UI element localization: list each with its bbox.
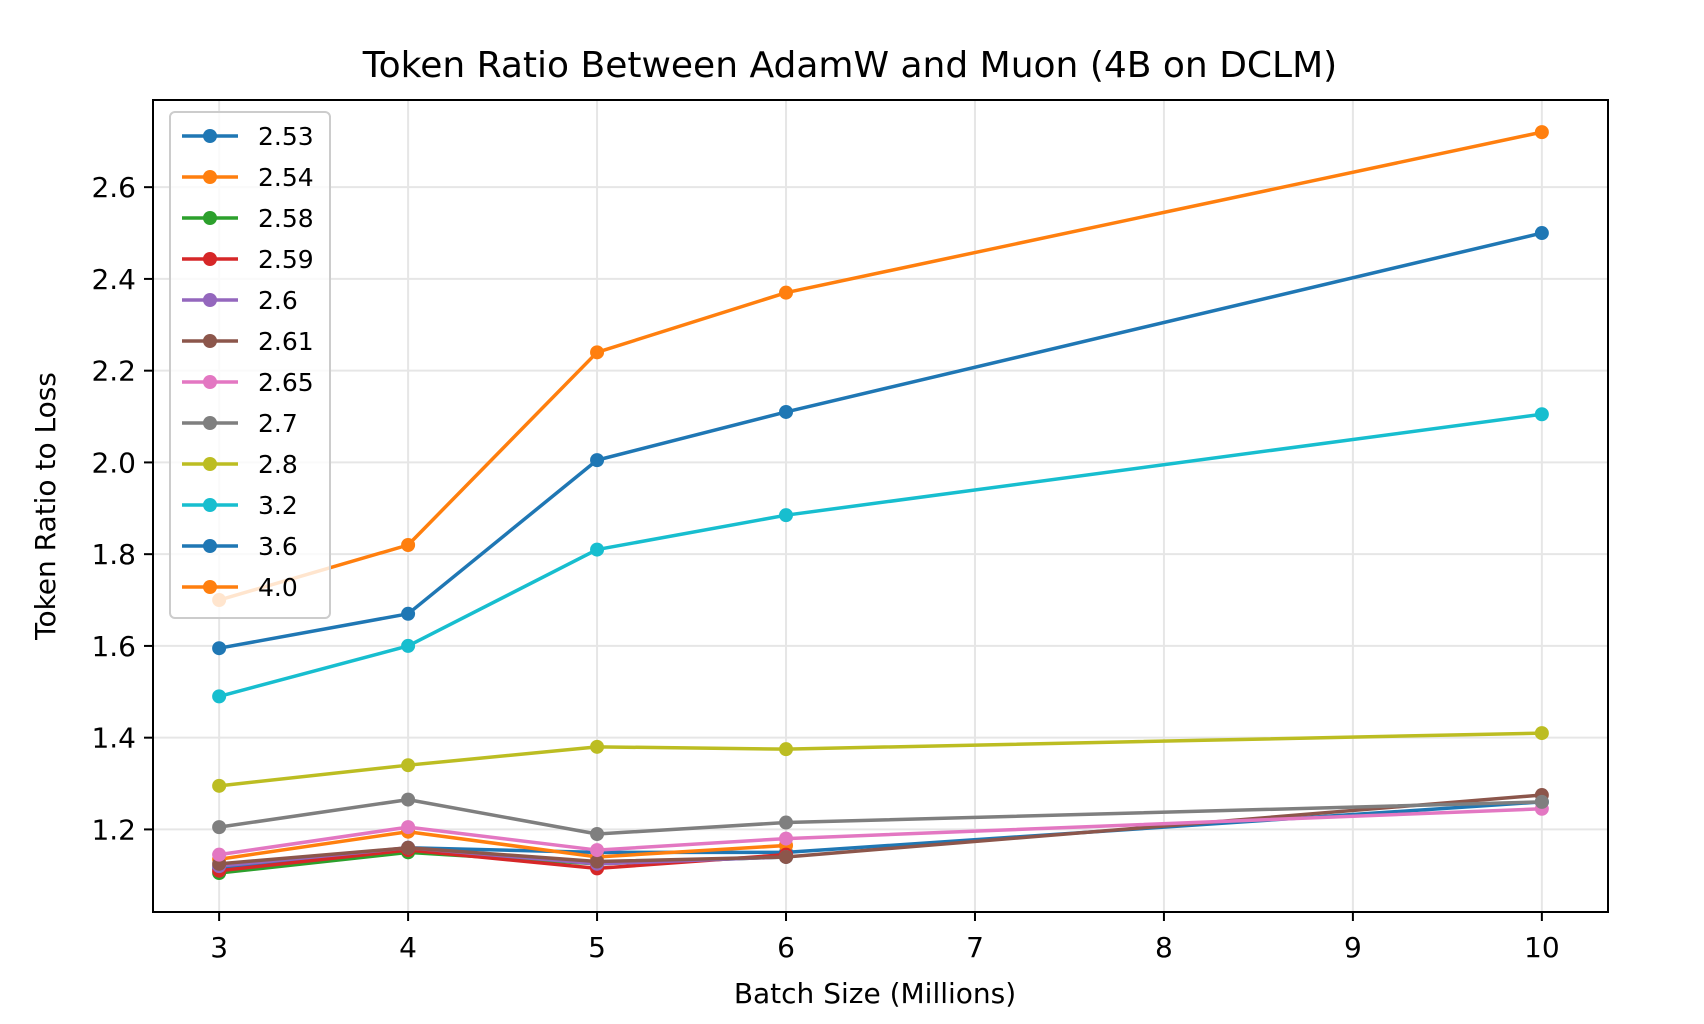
legend-swatch-marker	[203, 457, 217, 471]
data-point	[590, 739, 605, 754]
legend-label: 2.54	[258, 163, 314, 192]
legend-box	[169, 111, 331, 619]
chart-title: Token Ratio Between AdamW and Muon (4B o…	[362, 45, 1337, 86]
legend-swatch-marker	[203, 252, 217, 266]
legend-swatch-marker	[203, 334, 217, 348]
legend-swatch-marker	[203, 170, 217, 184]
data-point	[212, 641, 227, 656]
legend-swatch-marker	[203, 211, 217, 225]
x-tick-label: 5	[588, 931, 606, 964]
legend-swatch-marker	[203, 375, 217, 389]
legend-label: 4.0	[258, 573, 298, 602]
data-point	[401, 758, 416, 773]
series-3.6	[212, 226, 1549, 656]
x-tick-label: 4	[399, 931, 417, 964]
legend-label: 2.58	[258, 204, 314, 233]
data-point	[401, 792, 416, 807]
legend-swatch-marker	[203, 129, 217, 143]
data-point	[590, 854, 605, 869]
data-point	[401, 820, 416, 835]
legend-label: 2.65	[258, 368, 314, 397]
data-point	[1534, 407, 1549, 422]
legend-item: 4.0	[182, 573, 298, 602]
data-point	[1534, 125, 1549, 140]
legend-label: 2.7	[258, 409, 298, 438]
data-point	[401, 638, 416, 653]
data-point	[590, 843, 605, 858]
legend-item: 2.54	[182, 163, 314, 192]
legend-swatch-marker	[203, 498, 217, 512]
data-point	[590, 345, 605, 360]
data-point	[212, 778, 227, 793]
data-point	[1534, 726, 1549, 741]
data-point	[779, 508, 794, 523]
x-tick-label: 7	[966, 931, 984, 964]
y-tick-label: 1.4	[91, 722, 136, 755]
data-point	[590, 453, 605, 468]
legend-label: 2.8	[258, 450, 298, 479]
legend-item: 2.59	[182, 245, 314, 274]
data-point	[779, 285, 794, 300]
data-point	[779, 742, 794, 757]
legend-label: 2.59	[258, 245, 314, 274]
data-point	[779, 831, 794, 846]
y-tick-label: 1.2	[91, 813, 136, 846]
x-tick-label: 9	[1344, 931, 1362, 964]
legend-item: 3.6	[182, 532, 298, 561]
legend-item: 3.2	[182, 491, 298, 520]
legend-label: 2.53	[258, 122, 314, 151]
legend: 2.53 2.54 2.58 2.59 2.6 2.61 2.65 2.7 2.8 3.2 3.6 4…	[169, 111, 331, 619]
data-point	[401, 537, 416, 552]
legend-item: 2.53	[182, 122, 314, 151]
data-point	[779, 849, 794, 864]
x-axis-label: Batch Size (Millions)	[734, 977, 1016, 1010]
data-point	[1534, 226, 1549, 241]
data-point	[590, 827, 605, 842]
series-2.7	[212, 792, 1549, 842]
legend-label: 2.61	[258, 327, 314, 356]
y-tick-label: 1.6	[91, 630, 136, 663]
data-point	[779, 815, 794, 830]
legend-swatch-marker	[203, 293, 217, 307]
plot-frame	[152, 99, 1609, 913]
data-point	[212, 820, 227, 835]
data-point	[212, 847, 227, 862]
series-2.8	[212, 726, 1549, 793]
legend-item: 2.7	[182, 409, 298, 438]
legend-label: 2.6	[258, 286, 298, 315]
data-point	[212, 689, 227, 704]
y-tick-label: 2.0	[91, 446, 136, 479]
series-group	[212, 125, 1549, 881]
data-point	[401, 606, 416, 621]
legend-label: 3.6	[258, 532, 298, 561]
x-tick-label: 3	[210, 931, 228, 964]
data-point	[779, 404, 794, 419]
x-tick-label: 8	[1155, 931, 1173, 964]
legend-item: 2.65	[182, 368, 314, 397]
data-point	[1534, 794, 1549, 809]
legend-label: 3.2	[258, 491, 298, 520]
legend-item: 2.61	[182, 327, 314, 356]
y-axis-label: Token Ratio to Loss	[29, 372, 62, 641]
legend-swatch-marker	[203, 539, 217, 553]
series-3.2	[212, 407, 1549, 704]
data-point	[401, 840, 416, 855]
axis-ticks: 3 4 5 6 7 8 9 10 1.2 1.4 1.6 1.8 2.0 2.2 2.4 2.6	[91, 171, 1559, 964]
x-tick-label: 10	[1524, 931, 1560, 964]
y-tick-label: 2.6	[91, 171, 136, 204]
y-tick-label: 2.4	[91, 263, 136, 296]
series-line	[218, 829, 787, 861]
legend-item: 2.6	[182, 286, 298, 315]
legend-swatch-marker	[203, 416, 217, 430]
x-tick-label: 6	[777, 931, 795, 964]
y-tick-label: 1.8	[91, 538, 136, 571]
y-tick-label: 2.2	[91, 355, 136, 388]
series-4.0	[212, 125, 1549, 608]
data-point	[590, 542, 605, 557]
legend-item: 2.58	[182, 204, 314, 233]
legend-item: 2.8	[182, 450, 298, 479]
legend-swatch-marker	[203, 580, 217, 594]
